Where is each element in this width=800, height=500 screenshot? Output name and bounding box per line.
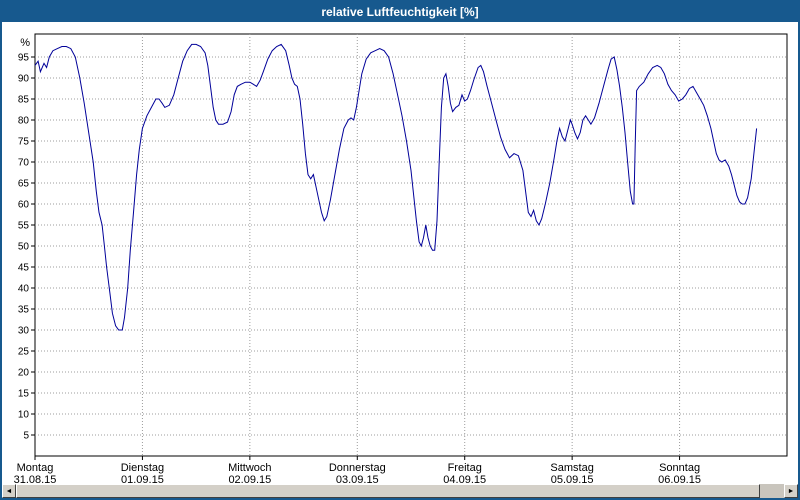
chart-svg: 95 90 85 80 75 70 65 60 55 50 45 40 35 30 25 20 15 10 5 Mon… [14, 33, 788, 484]
y-tick-label: 10 [18, 410, 30, 421]
scroll-right-arrow-icon: ► [787, 487, 795, 495]
x-day-label: Montag [17, 462, 54, 474]
scrollbar-thumb[interactable] [16, 484, 760, 498]
chart-area: 95 90 85 80 75 70 65 60 55 50 45 40 35 30 25 20 15 10 5 Mon… [2, 22, 798, 484]
x-date-label: 04.09.15 [443, 474, 486, 484]
y-tick-label: 85 [18, 95, 30, 106]
y-tick-label: 20 [18, 368, 30, 379]
x-day-label: Donnerstag [329, 462, 386, 474]
x-date-label: 02.09.15 [228, 474, 271, 484]
y-tick-label: 90 [18, 74, 30, 85]
x-day-label: Dienstag [121, 462, 164, 474]
y-tick-label: 25 [18, 347, 30, 358]
plot-border [34, 33, 788, 457]
x-date-label: 31.08.15 [14, 474, 57, 484]
y-tick-label: 40 [18, 284, 30, 295]
x-date-label: 03.09.15 [336, 474, 379, 484]
x-day-label: Samstag [550, 462, 593, 474]
scroll-left-button[interactable]: ◄ [2, 484, 16, 498]
y-tick-label: 45 [18, 263, 30, 274]
window-title: relative Luftfeuchtigkeit [%] [321, 5, 479, 19]
y-tick-label: 50 [18, 242, 30, 253]
y-tick-label: 30 [18, 326, 30, 337]
y-tick-label: 35 [18, 305, 30, 316]
scroll-right-button[interactable]: ► [784, 484, 798, 498]
y-tick-label: 15 [18, 389, 30, 400]
humidity-line [34, 43, 758, 331]
y-tick-label: 80 [18, 116, 30, 127]
y-tick-label: 5 [23, 431, 29, 442]
x-day-label: Sonntag [659, 462, 700, 474]
horizontal-scrollbar[interactable]: ◄ ► [2, 484, 798, 498]
y-tick-label: 75 [18, 137, 30, 148]
scrollbar-track[interactable] [16, 484, 784, 498]
x-date-label: 01.09.15 [121, 474, 164, 484]
y-tick-label: 65 [18, 179, 30, 190]
x-day-label: Mittwoch [228, 462, 271, 474]
x-date-label: 05.09.15 [551, 474, 594, 484]
title-bar: relative Luftfeuchtigkeit [%] [2, 2, 798, 22]
y-tick-label: 70 [18, 158, 30, 169]
y-tick-label: 95 [18, 53, 30, 64]
scroll-left-arrow-icon: ◄ [5, 487, 13, 495]
y-tick-label: 55 [18, 221, 30, 232]
y-tick-label: 60 [18, 200, 30, 211]
x-date-label: 06.09.15 [658, 474, 701, 484]
x-day-label: Freitag [448, 462, 482, 474]
y-axis-unit-label: % [20, 37, 30, 49]
